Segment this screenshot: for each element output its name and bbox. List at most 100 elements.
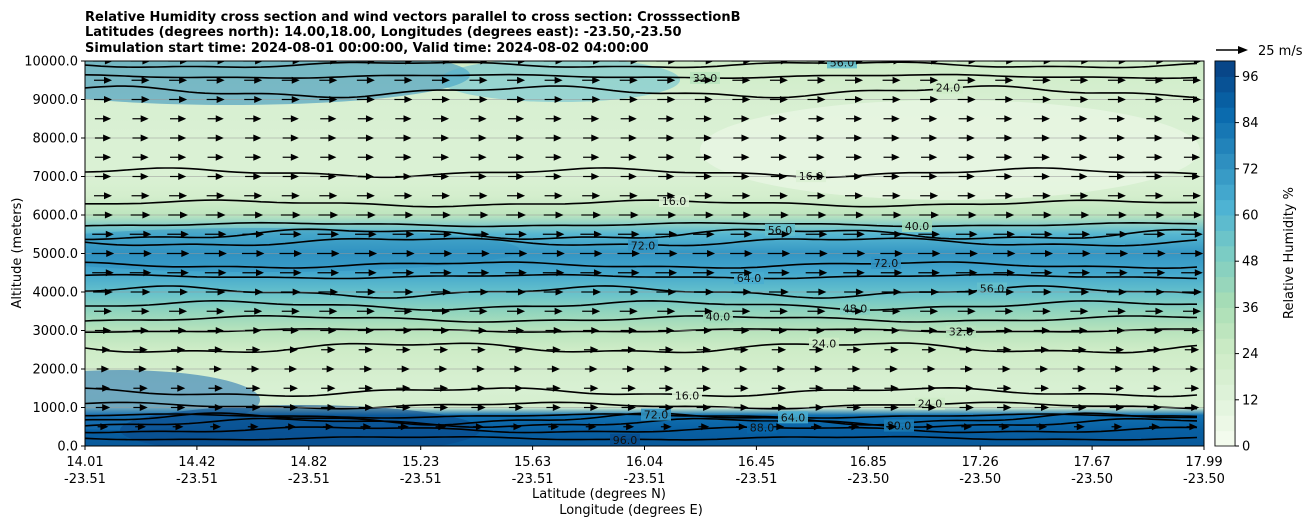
wind-vector: [730, 250, 753, 257]
wind-vector: [318, 288, 339, 296]
wind-vector: [769, 61, 789, 65]
wind-vector: [579, 250, 603, 257]
contour-line: [85, 386, 1198, 398]
wind-vector: [881, 211, 902, 219]
contour-label: 96.0: [613, 434, 638, 447]
wind-vector: [580, 230, 602, 238]
wind-vector: [432, 173, 450, 180]
wind-vector: [921, 404, 937, 411]
contour-line: [85, 417, 1198, 428]
wind-vector: [1032, 76, 1051, 84]
wind-vector: [846, 404, 862, 411]
wind-vector: [95, 404, 111, 411]
wind-vector: [733, 153, 750, 161]
wind-vector: [734, 404, 749, 411]
wind-vector: [993, 230, 1016, 238]
wind-vector: [1070, 96, 1089, 103]
wind-vector: [618, 61, 639, 65]
wind-vector: [92, 269, 114, 277]
wind-vector: [1183, 115, 1201, 123]
contour-line: [85, 221, 1198, 228]
wind-vector: [658, 115, 675, 123]
wind-vector: [1032, 192, 1051, 200]
wind-vector: [244, 96, 263, 103]
contour-label: 16.0: [675, 390, 700, 403]
wind-vector: [281, 307, 300, 315]
wind-vector: [1180, 250, 1204, 257]
wind-vector: [1146, 134, 1163, 142]
wind-vector: [1107, 307, 1126, 315]
contour-line: [85, 342, 1198, 354]
wind-vector: [959, 384, 974, 392]
wind-vector: [732, 76, 751, 84]
y-tick-label: 1000.0: [33, 401, 79, 416]
wind-vector: [881, 61, 902, 65]
wind-vector: [995, 96, 1014, 103]
wind-vector: [696, 346, 712, 354]
x-tick-label-lon: -23.51: [735, 472, 777, 487]
wind-vector: [507, 76, 526, 84]
wind-vector: [955, 230, 978, 238]
contour-label-bg: [915, 397, 945, 410]
colorbar-tick-label: 72: [1242, 162, 1259, 177]
wind-vector: [1031, 288, 1052, 296]
wind-vector: [657, 192, 676, 200]
wind-vector: [1031, 211, 1052, 219]
wind-vector: [959, 346, 974, 354]
wind-vector: [1032, 307, 1051, 315]
wind-vector: [1030, 230, 1053, 238]
wind-vector: [619, 307, 638, 315]
y-axis-label: Altitude (meters): [10, 198, 25, 309]
wind-vector: [245, 134, 262, 142]
wind-vector: [282, 115, 299, 123]
colorbar-band: [1215, 91, 1235, 108]
wind-vector: [469, 192, 488, 200]
wind-vector: [545, 327, 562, 334]
contour-label-bg: [659, 194, 689, 207]
contour-label: 72.0: [631, 239, 656, 252]
contour-label: 48.0: [843, 303, 868, 316]
y-tick-label: 9000.0: [33, 93, 79, 108]
wind-vector: [206, 192, 225, 200]
wind-vector: [322, 423, 334, 431]
wind-vector: [770, 153, 788, 161]
wind-vector: [319, 307, 338, 315]
wind-vector: [996, 153, 1013, 161]
wind-vector: [995, 307, 1014, 315]
wind-vector: [395, 173, 412, 180]
wind-vector: [320, 153, 337, 161]
wind-vector: [693, 211, 714, 219]
wind-vector: [583, 115, 600, 123]
wind-vector: [357, 327, 374, 334]
wind-vector: [617, 230, 640, 238]
wind-vector: [433, 404, 449, 411]
wind-vector: [660, 423, 672, 431]
wind-vector: [168, 211, 189, 219]
wind-vector: [132, 115, 149, 123]
wind-vector: [1034, 384, 1049, 392]
wind-vector: [580, 269, 602, 277]
wind-vector: [1111, 423, 1123, 431]
colorbar-band: [1215, 230, 1235, 247]
wind-vector: [921, 173, 938, 180]
wind-vector: [1033, 115, 1050, 123]
wind-vector: [618, 288, 639, 296]
colorbar-band: [1215, 122, 1235, 139]
y-tick-label: 3000.0: [33, 324, 79, 339]
x-tick-label-lon: -23.51: [624, 472, 666, 487]
wind-vector: [284, 365, 298, 373]
contour-line: [85, 73, 1198, 80]
wind-vector: [319, 96, 338, 103]
colorbar-band: [1215, 168, 1235, 185]
x-axis-label-lat: Latitude (degrees N): [532, 487, 666, 502]
wind-vector: [279, 230, 302, 238]
title-line-3: Simulation start time: 2024-08-01 00:00:…: [85, 41, 649, 56]
wind-vector: [733, 134, 750, 142]
y-axis: 0.0 1000.0 2000.0 3000.0 4000.0 5000.0 6000.0 7…: [24, 55, 85, 455]
wind-vector: [395, 327, 412, 334]
contour-label: 24.0: [936, 82, 961, 95]
wind-vector: [547, 365, 560, 373]
wind-vector: [695, 115, 712, 123]
wind-vector: [245, 115, 262, 123]
wind-vector: [581, 61, 602, 65]
